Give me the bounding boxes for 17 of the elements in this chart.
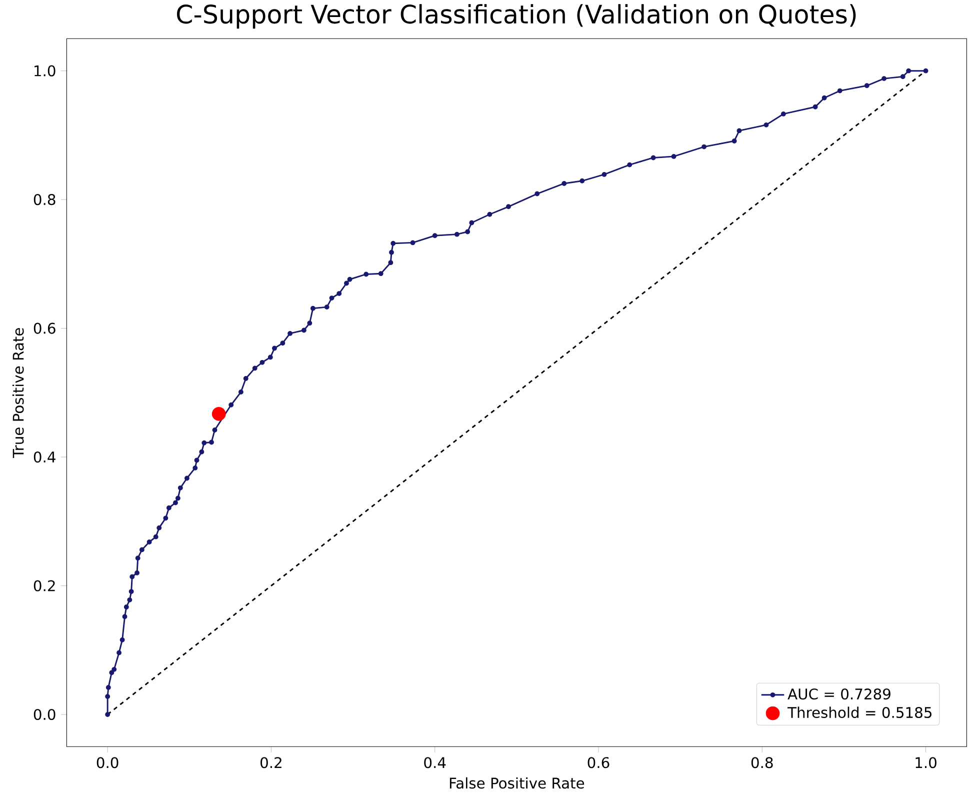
y-tick-label: 0.2 bbox=[34, 580, 55, 592]
legend-label: AUC = 0.7289 bbox=[788, 688, 890, 700]
y-tick-label: 0.0 bbox=[34, 708, 56, 720]
y-tick-label: 0.8 bbox=[34, 194, 56, 206]
x-tick-label: 0.4 bbox=[424, 757, 446, 768]
x-tick-label: 1.0 bbox=[916, 757, 936, 768]
y-axis-title: True Positive Rate bbox=[12, 328, 24, 458]
x-tick-label: 0.6 bbox=[588, 757, 610, 768]
y-tick-label: 1.0 bbox=[34, 65, 56, 76]
y-tick-label: 0.6 bbox=[34, 322, 56, 334]
x-tick-label: 0.8 bbox=[751, 757, 773, 768]
legend-label: Threshold = 0.5185 bbox=[787, 706, 932, 718]
y-tick-label: 0.4 bbox=[34, 451, 56, 463]
x-tick-label: 0.0 bbox=[96, 757, 118, 768]
x-tick-label: 0.2 bbox=[260, 757, 282, 768]
chart-title: C-Support Vector Classification (Validation on Quotes) bbox=[176, 4, 856, 29]
x-axis-title: False Positive Rate bbox=[450, 777, 584, 789]
